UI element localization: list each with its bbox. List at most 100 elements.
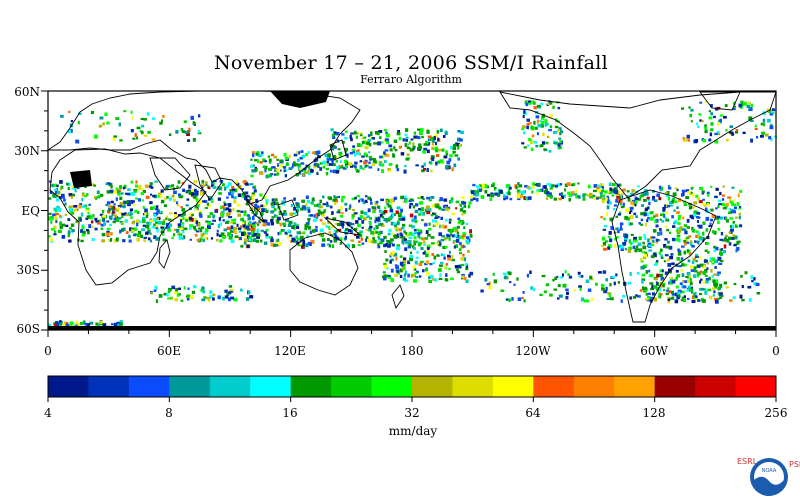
rain-cell	[749, 119, 754, 122]
rain-cell	[262, 165, 266, 168]
rain-cell	[434, 203, 437, 208]
rain-cell	[260, 151, 264, 155]
rain-cell	[696, 271, 701, 276]
rain-cell	[396, 206, 401, 210]
rain-cell	[662, 209, 666, 212]
rain-cell	[150, 185, 153, 189]
rain-cell	[349, 151, 354, 155]
rain-cell	[428, 199, 432, 202]
rain-cell	[184, 130, 189, 134]
colorbar-swatch	[128, 376, 170, 397]
rain-cell	[344, 137, 348, 140]
rain-cell	[400, 208, 403, 213]
rain-cell	[102, 323, 107, 327]
colorbar-label-8: 8	[165, 406, 173, 420]
rain-cell	[226, 185, 229, 189]
rain-cell	[691, 245, 695, 248]
rain-cell	[386, 202, 390, 206]
rain-cell	[564, 188, 567, 192]
rain-cell	[59, 320, 62, 323]
rain-cell	[527, 101, 532, 105]
map-title: November 17 – 21, 2006 SSM/I Rainfall	[213, 52, 609, 74]
rain-cell	[528, 122, 532, 125]
rain-cell	[422, 252, 426, 255]
rain-cell	[410, 251, 413, 255]
rain-cell	[164, 186, 169, 190]
rain-cell	[243, 196, 248, 201]
rain-cell	[708, 116, 713, 120]
rain-cell	[212, 293, 216, 297]
rain-cell	[691, 260, 695, 264]
rain-cell	[237, 193, 242, 197]
rain-cell	[478, 184, 483, 188]
rain-cell	[78, 112, 82, 115]
rain-cell	[691, 193, 695, 197]
rain-cell	[247, 199, 251, 203]
rain-cell	[421, 135, 424, 139]
rain-cell	[423, 243, 426, 246]
rain-cell	[296, 151, 300, 154]
rain-cell	[345, 130, 348, 133]
rain-cell	[732, 209, 736, 214]
rain-cell	[443, 155, 448, 159]
rain-cell	[439, 197, 443, 202]
lon-label-60e: 60E	[156, 344, 182, 358]
rain-cell	[413, 247, 416, 250]
colorbar-swatch	[169, 376, 211, 397]
rain-cell	[655, 213, 659, 217]
rain-cell	[718, 262, 723, 265]
rain-cell	[638, 222, 641, 225]
rain-cell	[248, 221, 252, 225]
rain-cell	[523, 110, 526, 114]
rain-cell	[725, 286, 729, 289]
rain-cell	[256, 228, 259, 233]
rain-cell	[505, 298, 509, 301]
rain-cell	[697, 232, 701, 237]
rain-cell	[402, 263, 406, 267]
rain-cell	[284, 174, 287, 178]
rain-cell	[481, 187, 484, 192]
rain-cell	[747, 285, 752, 289]
rain-cell	[252, 153, 255, 158]
rain-cell	[451, 255, 454, 259]
rain-cell	[681, 296, 684, 300]
rain-cell	[627, 281, 632, 285]
rain-cell	[430, 242, 435, 245]
rain-cell	[772, 111, 775, 115]
rain-cell	[396, 233, 399, 238]
rain-cell	[329, 169, 332, 173]
rain-cell	[274, 169, 277, 172]
rain-cell	[352, 145, 356, 148]
rain-cell	[383, 235, 387, 240]
rain-cell	[279, 159, 283, 163]
rain-cell	[289, 234, 293, 237]
rain-cell	[694, 240, 697, 243]
rain-cell	[719, 283, 723, 288]
rain-cell	[91, 226, 94, 229]
rain-cell	[444, 266, 447, 269]
rain-cell	[422, 197, 425, 200]
rain-cell	[667, 299, 670, 304]
rain-cell	[149, 201, 153, 205]
rain-cell	[398, 145, 401, 149]
rain-cell	[229, 289, 234, 292]
rain-cell	[262, 196, 265, 199]
rain-cell	[297, 166, 301, 170]
rain-cell	[423, 147, 427, 151]
rain-cell	[473, 192, 477, 196]
rain-cell	[381, 155, 384, 159]
rain-cell	[186, 132, 190, 136]
rain-cell	[207, 204, 211, 208]
rain-cell	[431, 253, 435, 256]
rain-cell	[394, 223, 397, 228]
rain-cell	[259, 172, 264, 175]
rain-cell	[227, 297, 231, 302]
rain-cell	[225, 207, 230, 210]
rain-cell	[251, 225, 254, 230]
rain-cell	[344, 163, 348, 167]
rain-cell	[736, 246, 740, 251]
rain-cell	[686, 279, 691, 283]
rain-cell	[251, 232, 256, 237]
rain-cell	[397, 130, 400, 134]
rain-cell	[681, 189, 686, 193]
